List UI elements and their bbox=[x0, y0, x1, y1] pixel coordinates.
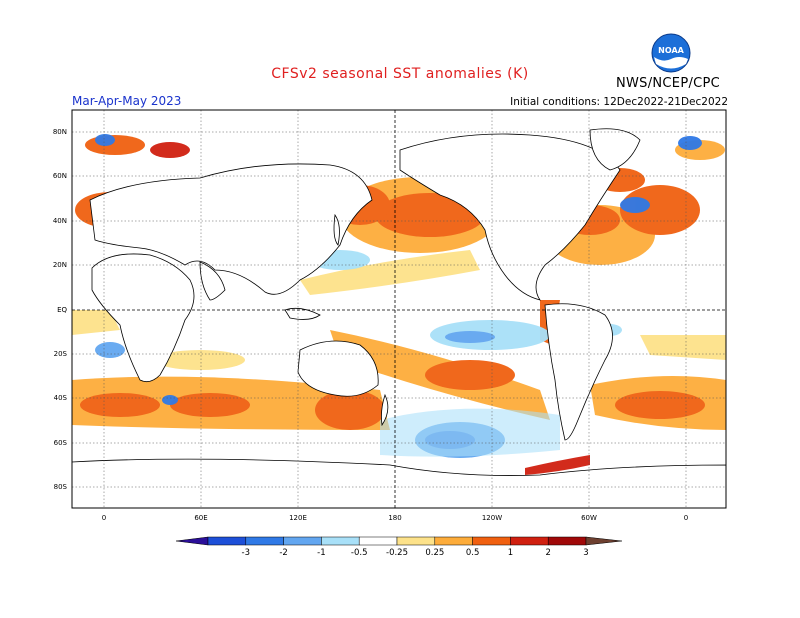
lon-label: 0 bbox=[102, 514, 106, 522]
colorbar-swatch bbox=[283, 536, 322, 546]
lat-label: 60S bbox=[54, 439, 68, 447]
coastlines bbox=[72, 128, 726, 508]
lat-label: 60N bbox=[53, 172, 67, 180]
colorbar-high-arrow bbox=[585, 536, 623, 546]
noaa-logo-icon: NOAA bbox=[651, 33, 691, 73]
colorbar-level-label: 0.5 bbox=[466, 548, 480, 558]
colorbar-swatch bbox=[358, 536, 398, 546]
lon-axis: 0 60E 120E 180 120W 60W 0 bbox=[102, 514, 688, 522]
gridlines bbox=[72, 110, 726, 508]
colorbar-swatch bbox=[207, 536, 247, 546]
colorbar-level-label: -0.25 bbox=[386, 548, 408, 558]
colorbar-swatch bbox=[472, 536, 511, 546]
lat-label: EQ bbox=[57, 306, 67, 314]
colorbar-swatch bbox=[396, 536, 436, 546]
colorbar-swatch bbox=[510, 536, 549, 546]
lon-label: 120E bbox=[289, 514, 307, 522]
map-body bbox=[72, 110, 726, 508]
lat-label: 80N bbox=[53, 128, 67, 136]
colorbar-swatch bbox=[321, 536, 360, 546]
map-frame bbox=[71, 109, 727, 509]
noaa-logo-text: NOAA bbox=[658, 46, 684, 55]
colorbar-low-arrow bbox=[175, 536, 209, 546]
season-label: Mar-Apr-May 2023 bbox=[72, 94, 182, 108]
lat-label: 80S bbox=[54, 483, 68, 491]
colorbar-swatch bbox=[245, 536, 284, 546]
lat-label: 40N bbox=[53, 217, 67, 225]
colorbar-level-label: -1 bbox=[317, 548, 325, 558]
lat-label: 40S bbox=[54, 394, 68, 402]
lat-label: 20S bbox=[54, 350, 68, 358]
colorbar-level-label: -2 bbox=[279, 548, 287, 558]
lon-label: 0 bbox=[684, 514, 688, 522]
colorbar-swatch bbox=[547, 536, 587, 546]
colorbar-level-label: 2 bbox=[545, 548, 550, 558]
lat-label: 20N bbox=[53, 261, 67, 269]
colorbar-level-label: -0.5 bbox=[351, 548, 368, 558]
colorbar-swatch bbox=[434, 536, 473, 546]
lon-label: 120W bbox=[482, 514, 502, 522]
reference-lines bbox=[72, 110, 726, 508]
colorbar-level-label: -3 bbox=[242, 548, 250, 558]
chart-title: CFSv2 seasonal SST anomalies (K) bbox=[271, 66, 529, 82]
lon-label: 60E bbox=[194, 514, 207, 522]
lon-label: 180 bbox=[388, 514, 401, 522]
colorbar-level-label: 3 bbox=[583, 548, 588, 558]
colorbar: -3 -2 -1 -0.5 -0.25 0.25 0.5 1 2 3 bbox=[175, 536, 623, 558]
colorbar-level-label: 1 bbox=[508, 548, 513, 558]
lat-axis: 80N 60N 40N 20N EQ 20S 40S 60S 80S bbox=[53, 128, 68, 491]
colorbar-level-label: 0.25 bbox=[425, 548, 444, 558]
agency-label: NWS/NCEP/CPC bbox=[616, 76, 721, 91]
initial-conditions-label: Initial conditions: 12Dec2022-21Dec2022 bbox=[510, 96, 728, 108]
lon-label: 60W bbox=[581, 514, 597, 522]
